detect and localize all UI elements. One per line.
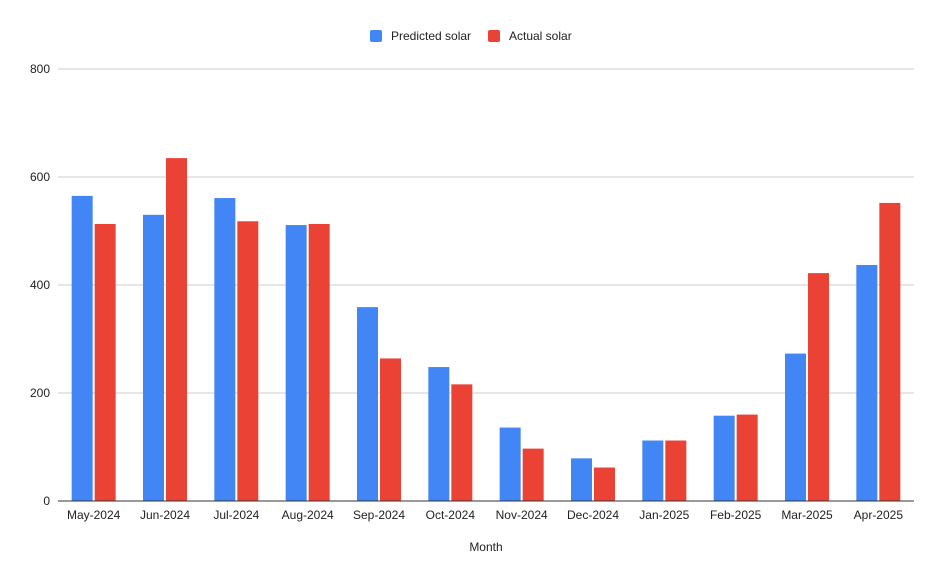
y-tick-label: 600 <box>30 170 50 184</box>
y-tick-label: 400 <box>30 278 50 292</box>
bar-predicted-apr-2025[interactable] <box>856 265 878 501</box>
bar-actual-apr-2025[interactable] <box>879 202 901 502</box>
y-axis-ticks: 0 200 400 600 800 <box>30 62 50 508</box>
x-tick-label: Sep-2024 <box>353 508 405 522</box>
legend-swatch-actual <box>488 30 500 42</box>
bar-actual-aug-2024[interactable] <box>308 223 330 502</box>
bar-actual-jun-2024[interactable] <box>166 158 187 501</box>
bar-actual-sep-2024[interactable] <box>380 358 401 501</box>
bar-actual-feb-2025[interactable] <box>736 414 758 501</box>
bar-predicted-dec-2024[interactable] <box>571 458 592 501</box>
legend[interactable]: Predicted solar Actual solar <box>370 29 572 43</box>
bars <box>71 158 901 502</box>
x-tick-label: May-2024 <box>67 508 121 522</box>
bar-actual-may-2024[interactable] <box>94 223 116 502</box>
bar-actual-jul-2024[interactable] <box>237 221 259 501</box>
bar-actual-oct-2024[interactable] <box>451 384 473 501</box>
x-tick-label: Mar-2025 <box>781 508 833 522</box>
bar-predicted-feb-2025[interactable] <box>713 415 735 501</box>
x-axis-ticks: May-2024 Jun-2024 Jul-2024 Aug-2024 Sep-2024… <box>67 508 903 522</box>
x-tick-label: Jan-2025 <box>639 508 689 522</box>
legend-label-predicted[interactable]: Predicted solar <box>391 29 471 43</box>
x-tick-label: Feb-2025 <box>710 508 762 522</box>
y-tick-label: 0 <box>43 494 50 508</box>
bar-actual-mar-2025[interactable] <box>808 273 829 501</box>
x-tick-label: Apr-2025 <box>854 508 904 522</box>
bar-predicted-nov-2024[interactable] <box>499 427 521 501</box>
x-tick-label: Aug-2024 <box>282 508 334 522</box>
x-tick-label: Oct-2024 <box>426 508 476 522</box>
legend-swatch-predicted <box>370 30 382 42</box>
bar-predicted-oct-2024[interactable] <box>428 367 450 501</box>
y-tick-label: 800 <box>30 62 50 76</box>
bar-actual-nov-2024[interactable] <box>522 448 544 501</box>
bar-predicted-jan-2025[interactable] <box>642 440 664 501</box>
bar-predicted-sep-2024[interactable] <box>357 307 378 501</box>
x-tick-label: Nov-2024 <box>496 508 548 522</box>
x-tick-label: Jul-2024 <box>213 508 259 522</box>
bar-predicted-jun-2024[interactable] <box>143 214 164 502</box>
bar-predicted-aug-2024[interactable] <box>285 225 307 501</box>
x-tick-label: Jun-2024 <box>140 508 190 522</box>
bar-predicted-may-2024[interactable] <box>71 195 93 501</box>
x-tick-label: Dec-2024 <box>567 508 619 522</box>
y-tick-label: 200 <box>30 386 50 400</box>
bar-actual-jan-2025[interactable] <box>665 440 687 501</box>
gridlines <box>58 68 914 394</box>
legend-label-actual[interactable]: Actual solar <box>509 29 572 43</box>
bar-actual-dec-2024[interactable] <box>594 467 615 501</box>
bar-predicted-mar-2025[interactable] <box>785 353 806 501</box>
bar-predicted-jul-2024[interactable] <box>214 198 236 501</box>
x-axis-title: Month <box>469 540 502 554</box>
